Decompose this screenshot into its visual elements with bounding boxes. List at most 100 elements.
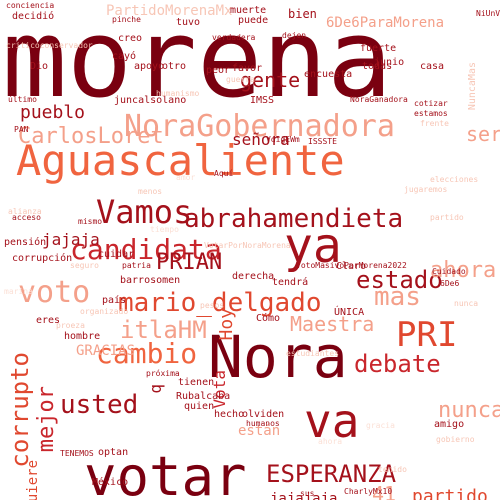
word-pueblo: pueblo [20, 102, 86, 123]
word-fuerte: fuerte [360, 43, 397, 54]
word-dejen: dejen [282, 31, 307, 40]
word-creo: creo [118, 33, 143, 44]
word-juncalssolano: juncalsolano [114, 95, 187, 106]
word-frente: frente [420, 119, 449, 128]
word-amor: amor [176, 173, 196, 182]
word-unica: ÚNICA [334, 307, 365, 318]
word-nuncamas: NuncaMas [467, 62, 478, 111]
word-tienen: tienen [178, 377, 215, 388]
word-mejor: mejor [34, 386, 59, 453]
word-derecha: derecha [232, 271, 275, 282]
word-cuidado: Cuidado [432, 267, 466, 276]
word-muerte: muerte [230, 5, 267, 16]
word-patria: patria [122, 261, 151, 270]
word-partidomorenamx: PartidoMorenaMx [106, 3, 233, 19]
word-proeza: proeza [56, 321, 85, 330]
word-proxima: próxima [146, 369, 180, 378]
word-jajajaja: jajajaja [270, 491, 338, 500]
word-sus: sus [300, 489, 315, 498]
word-6de6paramorena: 6De6ParaMorena [326, 15, 445, 31]
word-debate: debate [354, 350, 441, 378]
word-amigo: amigo [434, 419, 465, 430]
word-cambio: cambio [96, 337, 198, 370]
word-corrupcion: corrupción [12, 253, 73, 264]
word-eres: eres [36, 315, 61, 326]
word-morena: morena [2, 0, 393, 122]
word-estamos: estamos [414, 109, 448, 118]
word-gracias: GRACIAS [76, 343, 136, 359]
word-candidata: candidata [70, 233, 222, 266]
word-6de6: 6De6 [440, 279, 460, 288]
word-nunca: nunca [438, 398, 500, 423]
word-tiempo: tiempo [150, 225, 179, 234]
word-ims: IMSS [250, 95, 275, 106]
word-apoyo: apoyo [134, 61, 165, 72]
word-cayo: cayó [112, 51, 137, 62]
word-pinche: pinche [112, 15, 141, 24]
word-pan: PAN [14, 125, 29, 134]
word-charlymx: CharlyMx10 [344, 487, 393, 496]
word-encuesta: encuesta [304, 69, 353, 80]
word-esperanza: ESPERANZA [266, 460, 397, 488]
word-barrosomen: barrosomen [120, 275, 181, 286]
word-optan: optan [98, 447, 129, 458]
word-gobierno: gobierno [436, 435, 475, 444]
word-estudiantes: estudiantes [286, 349, 339, 358]
word-claro: Claro [336, 261, 367, 272]
word-casa: casa [420, 61, 445, 72]
word-vdigewm: VdigEWm [266, 135, 300, 144]
word-aqui: Aquí [214, 169, 234, 178]
word-pais: país [102, 295, 127, 306]
word-bien: bien [288, 7, 317, 21]
word-humanismo: humanismo [156, 89, 200, 98]
word-votar: votar [84, 445, 247, 500]
word-otro: otro [162, 61, 187, 72]
word-hoy: Hoy [216, 308, 237, 341]
word-prian: PRIAN [156, 250, 223, 275]
word-junio: junio [374, 57, 405, 68]
word-ahora-small: ahora [318, 437, 343, 446]
word-abrahamendieta: abrahamendieta [184, 204, 404, 234]
word-elecciones: elecciones [430, 175, 479, 184]
word-maestra: Maestra [290, 312, 375, 336]
word-nora: Nora [208, 323, 348, 391]
word-humanos: humanos [246, 419, 280, 428]
word-aguascaliente: Aguascaliente [16, 136, 345, 185]
word-mexico: México [92, 477, 129, 488]
word-ahora: ahora [430, 258, 497, 283]
word-issste: ISSSTE [308, 137, 337, 146]
word-alianza: alianza [8, 207, 42, 216]
word-votarnoramorena: VotarPorNoraMorena [204, 241, 291, 250]
word-estado: estado [356, 266, 443, 294]
word-noraganadora: NoraGanadora [350, 95, 408, 104]
word-mario-delgado: mario_delgado [118, 288, 322, 318]
word-voto: voto [18, 275, 91, 310]
word-ultimo: último [8, 95, 37, 104]
word-tuvo: tuvo [176, 17, 201, 28]
word-sera: será [466, 122, 500, 146]
word-hombre: hombre [64, 331, 101, 342]
word-corrupto: corrupto [6, 352, 34, 468]
word-todas: todas [362, 61, 393, 72]
word-itlahm: itlaHM [120, 316, 207, 344]
word-41: 41 [372, 482, 397, 500]
word-ya: ya [284, 218, 342, 274]
word-pri: PRI [396, 315, 458, 355]
word-conciencia: conciencia [6, 1, 55, 10]
word-acceso: acceso [12, 213, 41, 222]
word-mas: mas [374, 282, 421, 312]
word-como: Cómo [256, 313, 281, 324]
word-guerra: guerra [226, 75, 255, 84]
word-olviden: olviden [242, 409, 285, 420]
word-senora: señora [232, 130, 290, 149]
word-vota: Vota [210, 370, 229, 409]
word-votomasivo: VotoMasivoPorMorena2022 [296, 261, 407, 270]
word-menos: menos [138, 187, 163, 196]
word-gente: gente [240, 68, 301, 92]
word-q: q [146, 384, 165, 394]
word-cuidar: cuidar [98, 249, 135, 260]
word-favor: favor [232, 63, 263, 74]
word-tenido: tenido [378, 465, 407, 474]
word-criticoconserv: criticoconservador [6, 41, 93, 50]
